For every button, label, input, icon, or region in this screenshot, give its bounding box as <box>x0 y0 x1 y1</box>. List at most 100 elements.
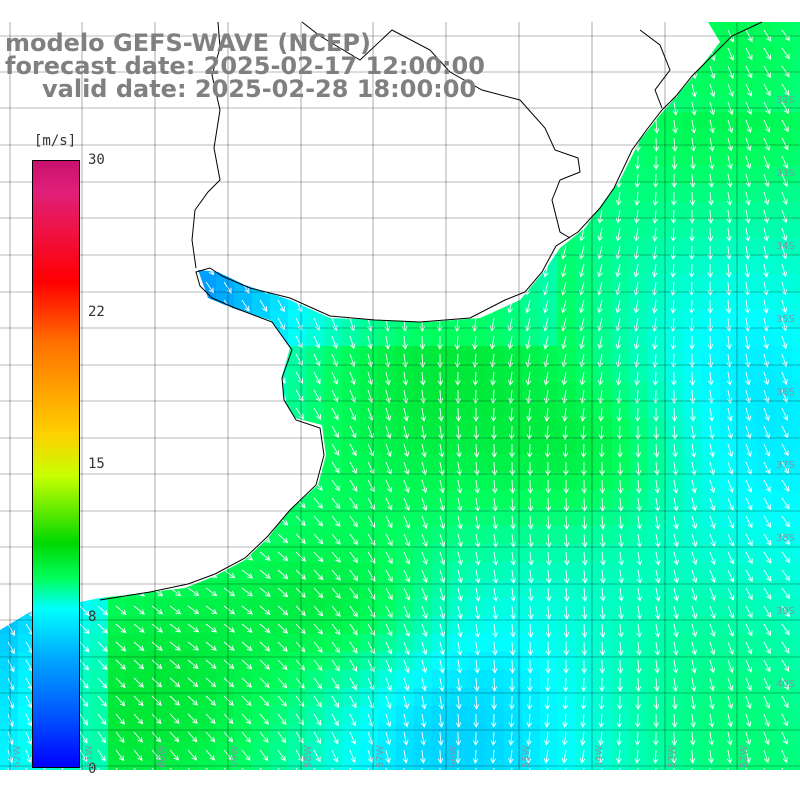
wind-arrow <box>367 137 374 151</box>
wind-arrow <box>673 569 679 584</box>
wind-speed-cell <box>216 436 234 454</box>
wind-arrow <box>689 191 696 206</box>
wind-arrow <box>401 281 408 296</box>
wind-speed-cell <box>378 346 396 364</box>
wind-arrow <box>367 443 375 457</box>
wind-speed-cell <box>252 256 270 274</box>
wind-arrow <box>313 137 322 150</box>
wind-arrow <box>151 515 164 525</box>
wind-arrow <box>151 119 163 130</box>
wind-speed-cell <box>306 184 324 202</box>
wind-arrow <box>331 533 341 545</box>
wind-arrow <box>349 641 358 654</box>
colorbar-tick: 15 <box>88 456 105 472</box>
wind-arrow <box>151 389 161 401</box>
wind-arrow <box>527 461 533 476</box>
wind-arrow <box>579 335 585 350</box>
wind-arrow <box>437 371 444 386</box>
wind-speed-cell <box>648 688 666 706</box>
wind-arrow <box>508 425 515 440</box>
wind-arrow <box>79 533 90 544</box>
wind-arrow <box>205 389 216 401</box>
wind-arrow <box>331 461 340 474</box>
wind-speed-cell <box>558 94 576 112</box>
wind-speed-cell <box>738 274 756 292</box>
wind-speed-cell <box>396 760 414 770</box>
wind-arrow <box>581 641 588 656</box>
wind-arrow <box>401 263 408 278</box>
wind-arrow <box>673 623 679 638</box>
wind-arrow <box>726 227 732 242</box>
wind-speed-cell <box>594 724 612 742</box>
wind-speed-cell <box>522 22 540 40</box>
wind-speed-cell <box>630 652 648 670</box>
wind-arrow <box>205 137 216 148</box>
wind-speed-cell <box>378 400 396 418</box>
wind-arrow <box>79 425 89 438</box>
wind-speed-cell <box>612 292 630 310</box>
wind-speed-cell <box>702 562 720 580</box>
wind-speed-cell <box>792 202 800 220</box>
wind-speed-cell <box>702 58 720 76</box>
wind-arrow <box>598 155 604 170</box>
wind-arrow <box>133 569 146 579</box>
wind-speed-cell <box>162 220 180 238</box>
wind-speed-cell <box>540 346 558 364</box>
wind-arrow <box>781 47 790 60</box>
wind-arrow <box>781 695 789 709</box>
wind-arrow <box>205 551 218 561</box>
wind-arrow <box>781 227 788 242</box>
wind-speed-cell <box>630 202 648 220</box>
wind-speed-cell <box>792 436 800 454</box>
wind-arrow <box>509 443 515 458</box>
wind-arrow <box>654 659 660 674</box>
wind-speed-cell <box>648 652 666 670</box>
wind-arrow <box>115 335 124 348</box>
wind-speed-cell <box>666 418 684 436</box>
wind-arrow <box>151 749 161 761</box>
wind-arrow <box>205 425 216 436</box>
wind-arrow <box>636 65 642 80</box>
wind-arrow <box>672 101 679 116</box>
wind-speed-cell <box>522 346 540 364</box>
wind-speed-cell <box>738 724 756 742</box>
wind-speed-cell <box>90 328 108 346</box>
wind-speed-cell <box>684 472 702 490</box>
wind-arrow <box>561 749 568 764</box>
wind-arrow <box>581 623 588 638</box>
wind-speed-cell <box>594 148 612 166</box>
wind-arrow <box>689 335 695 350</box>
wind-arrow <box>133 443 144 454</box>
wind-arrow <box>79 641 90 653</box>
wind-arrow <box>597 245 603 260</box>
wind-arrow <box>563 551 570 566</box>
wind-arrow <box>384 245 391 260</box>
wind-arrow <box>241 587 254 597</box>
wind-speed-cell <box>684 112 702 130</box>
wind-speed-cell <box>342 112 360 130</box>
wind-speed-cell <box>720 364 738 382</box>
wind-speed-cell <box>540 202 558 220</box>
wind-speed-cell <box>144 418 162 436</box>
wind-speed-cell <box>522 76 540 94</box>
wind-speed-cell <box>378 256 396 274</box>
wind-arrow <box>277 659 288 671</box>
wind-arrow <box>115 245 124 258</box>
wind-arrow <box>670 263 676 278</box>
wind-arrow <box>97 245 105 259</box>
wind-speed-cell <box>378 760 396 770</box>
wind-arrow <box>454 299 460 314</box>
wind-speed-cell <box>684 184 702 202</box>
wind-arrow <box>133 119 144 130</box>
wind-arrow <box>457 533 463 548</box>
wind-arrow <box>259 389 269 402</box>
wind-speed-cell <box>774 742 792 760</box>
wind-arrow <box>473 695 480 710</box>
wind-arrow <box>241 371 251 384</box>
wind-arrow <box>763 389 770 404</box>
wind-speed-cell <box>558 364 576 382</box>
wind-arrow <box>490 731 497 746</box>
wind-speed-cell <box>792 652 800 670</box>
wind-arrow <box>133 407 144 419</box>
wind-arrow <box>689 173 696 188</box>
